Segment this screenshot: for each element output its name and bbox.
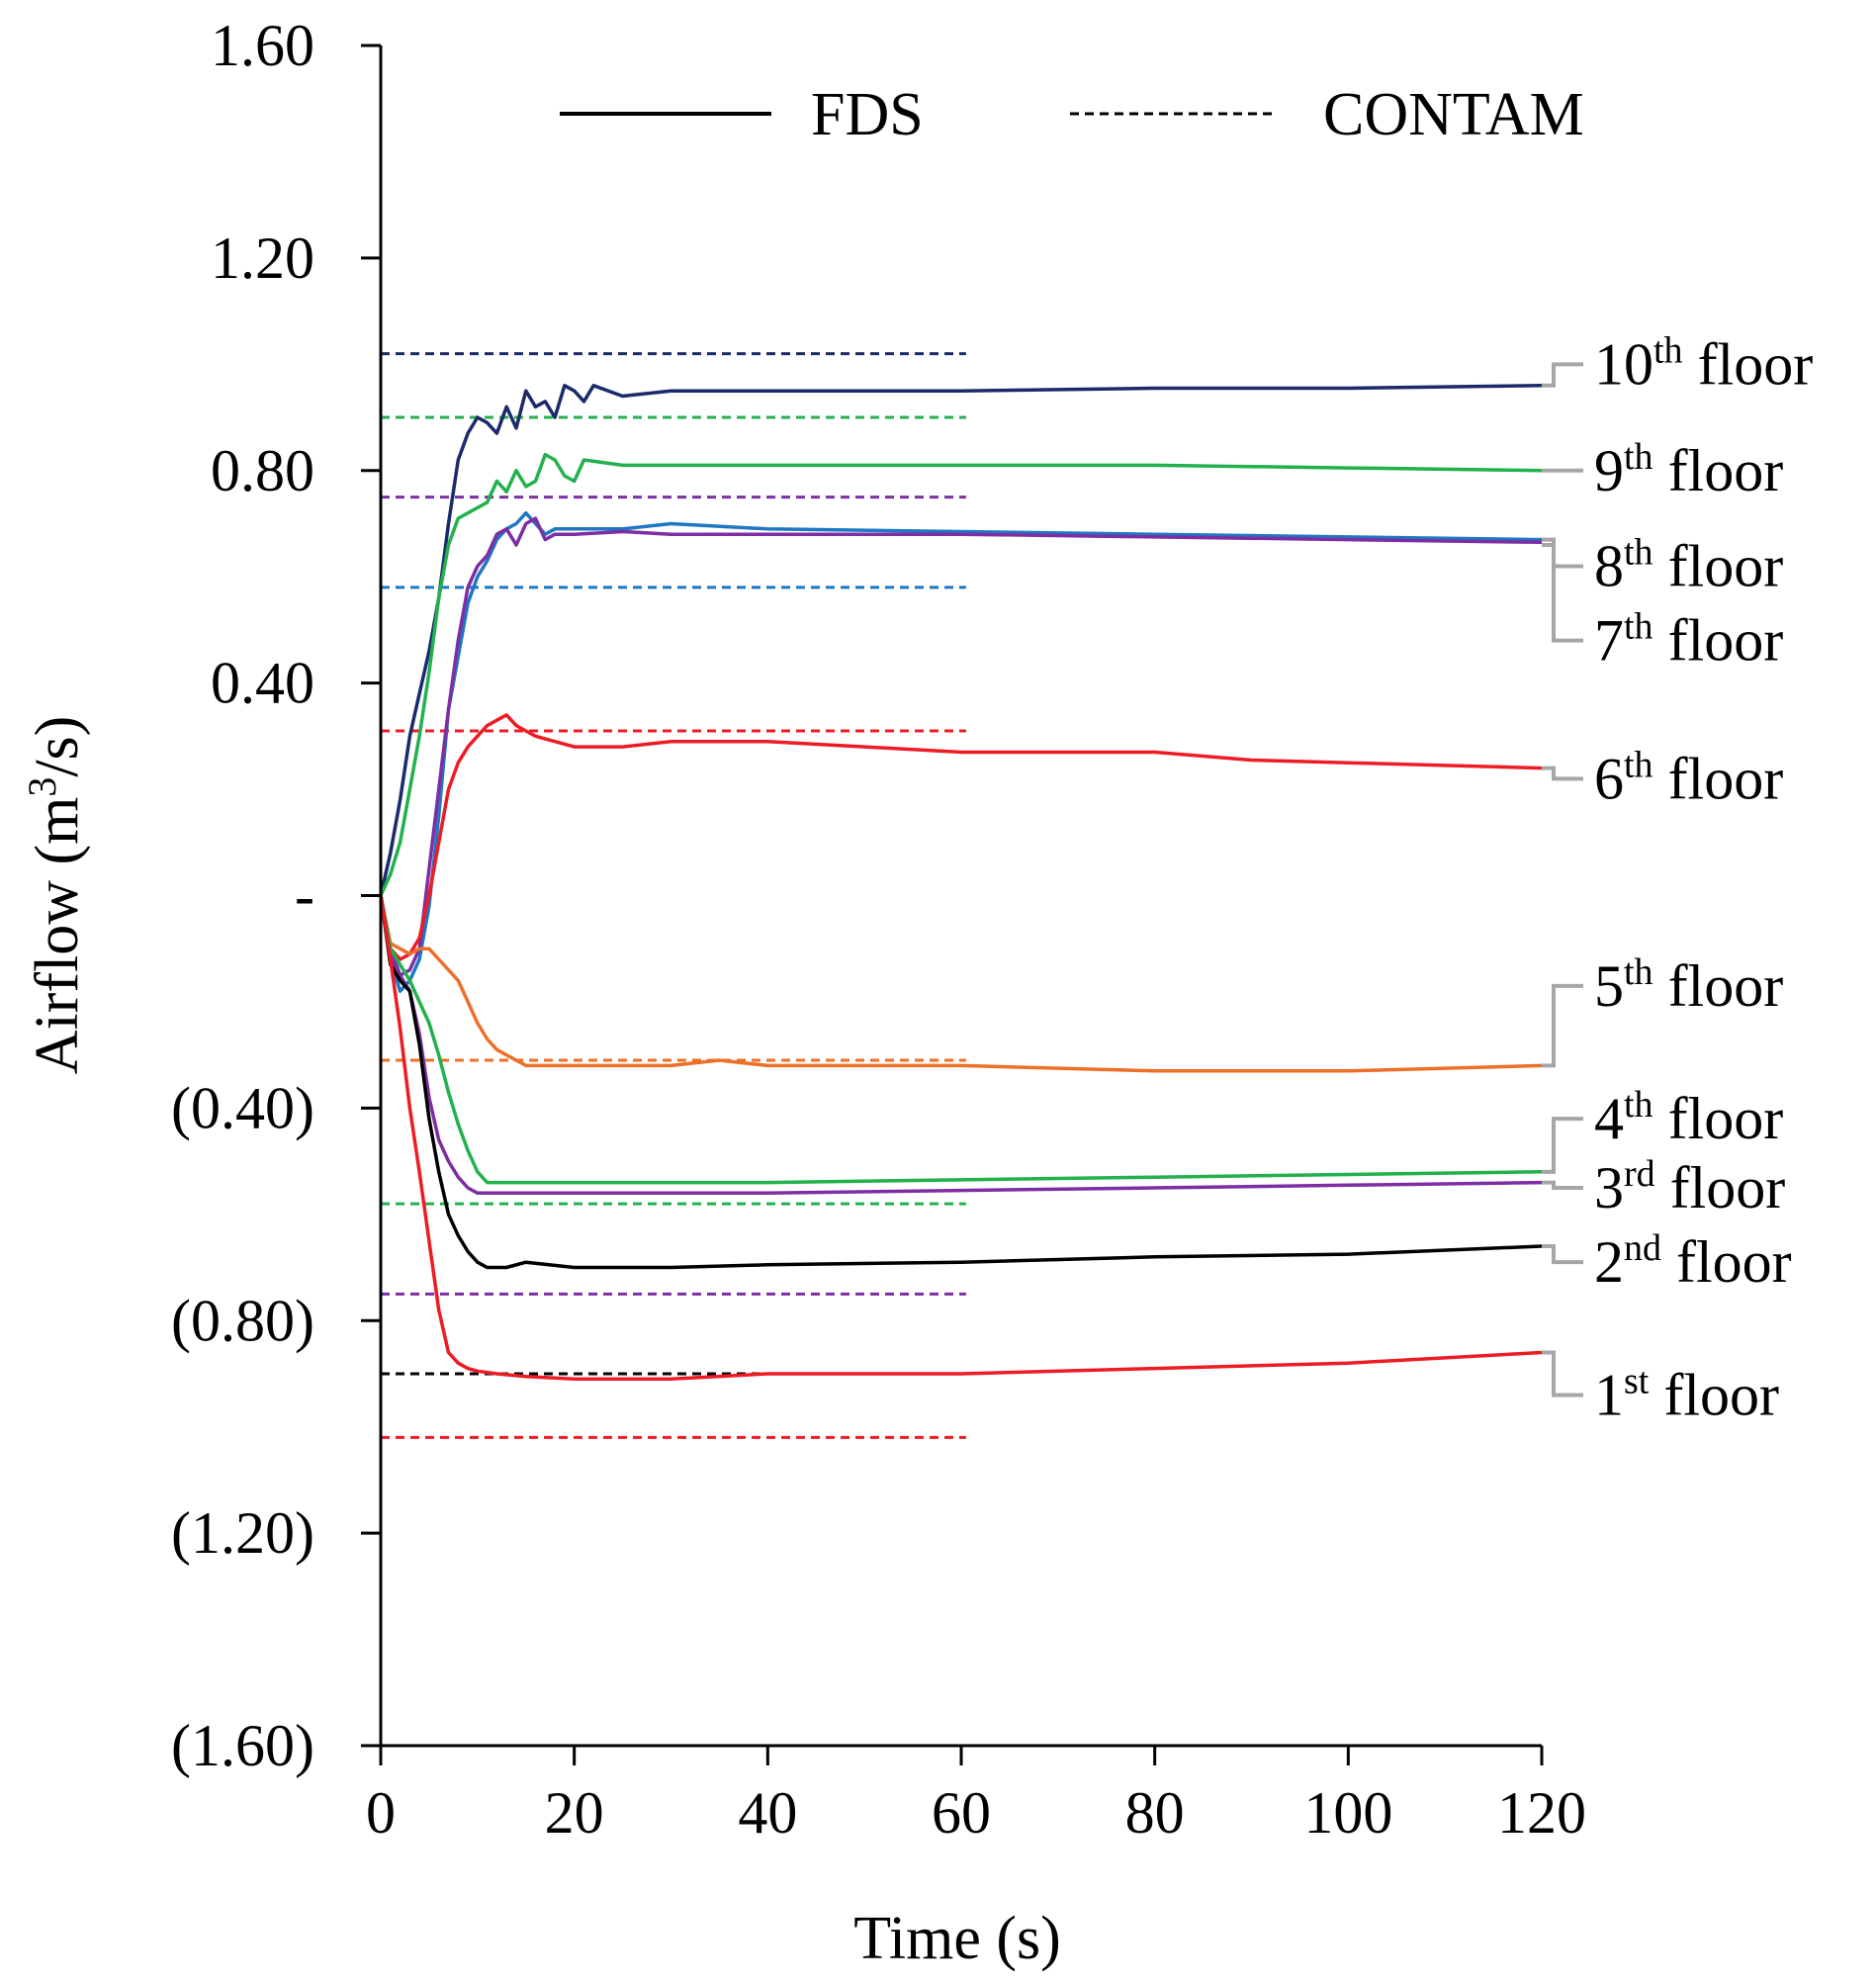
floor-label-9th-floor: 9th floor xyxy=(1594,436,1783,503)
floor-label-suffix: th xyxy=(1624,436,1653,478)
floor-label-number: 1 xyxy=(1594,1362,1624,1427)
floor-label-word: floor xyxy=(1653,438,1784,503)
fds-line-3rd-floor xyxy=(379,895,1543,1196)
floor-label-number: 9 xyxy=(1594,438,1624,503)
y-tick-label: (0.80) xyxy=(171,1288,314,1353)
floor-label-number: 5 xyxy=(1594,953,1624,1019)
legend: FDS CONTAM xyxy=(560,81,1584,148)
y-tick-label: 1.20 xyxy=(211,226,314,291)
leader-3rd-floor xyxy=(1542,1180,1583,1190)
axes xyxy=(379,45,1542,1748)
y-tick-label: 0.80 xyxy=(211,438,314,503)
y-tick-label: - xyxy=(295,863,314,929)
y-axis-title: Airflow (m3/s) xyxy=(20,716,92,1075)
x-tick-label: 20 xyxy=(545,1780,604,1846)
floor-label-word: floor xyxy=(1653,953,1784,1019)
y-ticks: 1.60 1.20 0.80 0.40 - (0.40) (0.80) (1.20) (1.60… xyxy=(171,13,381,1778)
y-axis-title-end: /s) xyxy=(24,716,91,777)
floor-label-number: 8 xyxy=(1594,533,1624,598)
floor-label-number: 2 xyxy=(1594,1229,1624,1295)
floor-label-7th-floor: 7th floor xyxy=(1594,606,1783,674)
leader-7th-floor xyxy=(1542,542,1583,643)
y-tick-label: 0.40 xyxy=(211,651,314,716)
floor-label-suffix: th xyxy=(1624,744,1653,785)
y-tick-label: (1.60) xyxy=(171,1713,314,1778)
y-axis-title-sup: 3 xyxy=(20,777,64,797)
floor-label-6th-floor: 6th floor xyxy=(1594,744,1783,811)
floor-label-3rd-floor: 3rd floor xyxy=(1594,1153,1785,1220)
label-leaders xyxy=(1542,362,1583,1398)
y-tick-label: (1.20) xyxy=(171,1500,314,1566)
floor-label-suffix: st xyxy=(1624,1360,1650,1401)
legend-contam-label: CONTAM xyxy=(1323,81,1584,148)
y-tick-label: (0.40) xyxy=(171,1075,314,1140)
floor-label-10th-floor: 10th floor xyxy=(1594,329,1813,397)
floor-label-suffix: rd xyxy=(1624,1153,1655,1195)
fds-line-10th-floor xyxy=(379,384,1543,896)
x-tick-label: 120 xyxy=(1497,1780,1586,1846)
floor-label-word: floor xyxy=(1653,533,1784,598)
floor-label-suffix: nd xyxy=(1624,1227,1661,1269)
floor-label-number: 3 xyxy=(1594,1155,1624,1220)
floor-label-suffix: th xyxy=(1624,951,1653,993)
floor-label-suffix: th xyxy=(1624,606,1653,648)
floor-label-word: floor xyxy=(1653,746,1784,811)
y-axis-title-main: Airflow (m xyxy=(24,797,91,1075)
floor-label-number: 7 xyxy=(1594,608,1624,674)
x-tick-label: 60 xyxy=(932,1780,991,1846)
floor-label-5th-floor: 5th floor xyxy=(1594,951,1783,1019)
leader-5th-floor xyxy=(1542,983,1583,1068)
leader-1st-floor xyxy=(1542,1350,1583,1398)
fds-line-4th-floor xyxy=(379,895,1543,1185)
fds-line-2nd-floor xyxy=(379,895,1543,1270)
leader-10th-floor xyxy=(1542,362,1583,388)
floor-label-word: floor xyxy=(1649,1362,1779,1427)
x-axis-title: Time (s) xyxy=(853,1905,1061,1972)
y-tick-label: 1.60 xyxy=(211,13,314,78)
legend-fds-label: FDS xyxy=(811,81,924,148)
floor-label-8th-floor: 8th floor xyxy=(1594,531,1783,598)
floor-label-word: floor xyxy=(1661,1229,1792,1295)
x-tick-label: 0 xyxy=(366,1780,396,1846)
floor-label-word: floor xyxy=(1653,608,1784,674)
leader-2nd-floor xyxy=(1542,1244,1583,1265)
floor-label-word: floor xyxy=(1653,1086,1784,1151)
floor-label-suffix: th xyxy=(1624,531,1653,573)
fds-line-1st-floor xyxy=(379,895,1543,1382)
floor-label-2nd-floor: 2nd floor xyxy=(1594,1227,1792,1295)
floor-label-number: 4 xyxy=(1594,1086,1624,1151)
leader-4th-floor xyxy=(1542,1117,1583,1174)
leader-6th-floor xyxy=(1542,766,1583,781)
x-tick-label: 40 xyxy=(738,1780,797,1846)
fds-line-9th-floor xyxy=(379,452,1543,897)
floor-label-number: 10 xyxy=(1594,331,1653,397)
floor-label-4th-floor: 4th floor xyxy=(1594,1084,1783,1151)
fds-line-6th-floor xyxy=(379,713,1543,961)
fds-series-group xyxy=(379,384,1543,1382)
x-ticks: 0 20 40 60 80 100 120 xyxy=(366,1746,1586,1846)
x-tick-label: 100 xyxy=(1303,1780,1392,1846)
floor-label-word: floor xyxy=(1683,331,1814,397)
floor-label-1st-floor: 1st floor xyxy=(1594,1360,1779,1427)
floor-label-suffix: th xyxy=(1624,1084,1653,1126)
x-tick-label: 80 xyxy=(1125,1780,1185,1846)
floor-label-word: floor xyxy=(1655,1155,1786,1220)
floor-label-number: 6 xyxy=(1594,746,1624,811)
fds-line-5th-floor xyxy=(379,895,1543,1073)
contam-series-group xyxy=(381,352,966,1439)
floor-label-suffix: th xyxy=(1653,329,1683,371)
